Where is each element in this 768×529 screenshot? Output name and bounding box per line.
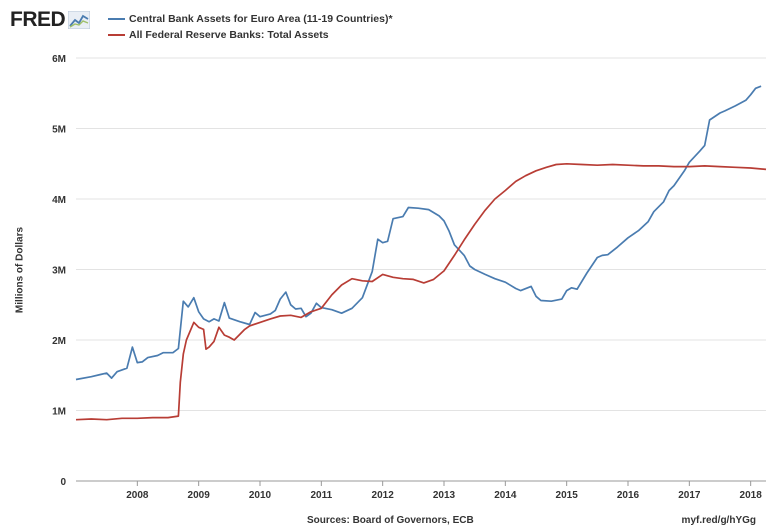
x-tick-label-1: 2009	[188, 490, 211, 501]
y-tick-label-6: 6M	[52, 54, 66, 65]
sources-text: Sources: Board of Governors, ECB	[307, 515, 474, 526]
y-tick-label-1: 1M	[52, 407, 66, 418]
tick-label-layer: 0 1M 2M 3M 4M 5M 6M 2008 2009 2010 2011 2012 2013 201…	[52, 54, 762, 501]
x-tick-label-4: 2012	[372, 490, 395, 501]
y-tick-label-5: 5M	[52, 125, 66, 136]
series-line-euro-area[interactable]	[75, 85, 762, 381]
chart-header: FRED Central Bank Assets for Euro Area (…	[0, 0, 768, 48]
x-tick-label-9: 2017	[678, 490, 701, 501]
chart-legend: Central Bank Assets for Euro Area (11-19…	[108, 11, 393, 43]
x-tick-label-7: 2015	[556, 490, 579, 501]
legend-swatch-fed	[108, 34, 125, 36]
y-tick-label-0: 0	[60, 477, 66, 488]
y-tick-label-4: 4M	[52, 195, 66, 206]
axis-layer	[76, 480, 766, 486]
series-layer	[75, 85, 767, 421]
x-tick-label-6: 2014	[494, 490, 517, 501]
legend-item-euro[interactable]: Central Bank Assets for Euro Area (11-19…	[108, 11, 393, 27]
x-tick-label-10: 2018	[740, 490, 763, 501]
short-link[interactable]: myf.red/g/hYGg	[681, 515, 756, 526]
legend-item-fed[interactable]: All Federal Reserve Banks: Total Assets	[108, 27, 393, 43]
x-tick-label-3: 2011	[310, 490, 332, 501]
legend-swatch-euro	[108, 18, 125, 20]
fred-chart-icon	[68, 11, 91, 29]
y-tick-label-3: 3M	[52, 266, 66, 277]
x-tick-label-8: 2016	[617, 490, 640, 501]
x-tick-label-5: 2013	[433, 490, 456, 501]
grid-layer	[76, 57, 766, 411]
legend-label-euro: Central Bank Assets for Euro Area (11-19…	[129, 13, 393, 25]
fred-logo-text: FRED	[10, 8, 66, 31]
x-tick-label-0: 2008	[126, 490, 149, 501]
x-tick-label-2: 2010	[249, 490, 272, 501]
legend-label-fed: All Federal Reserve Banks: Total Assets	[129, 29, 329, 41]
series-line-federal-reserve[interactable]	[75, 162, 767, 421]
y-tick-label-2: 2M	[52, 336, 66, 347]
fred-logo[interactable]: FRED	[10, 8, 91, 32]
